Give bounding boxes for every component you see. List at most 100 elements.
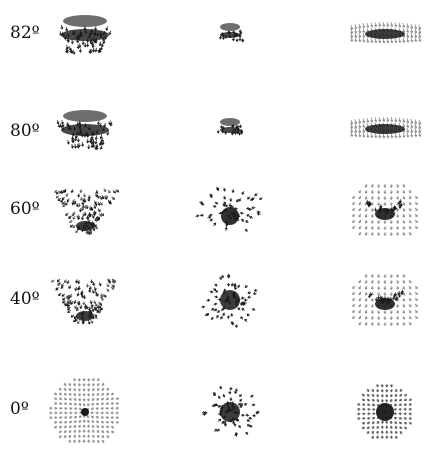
field-arrow — [377, 273, 381, 279]
field-arrow — [358, 303, 362, 308]
field-arrow — [369, 292, 373, 297]
field-arrow — [68, 411, 73, 415]
field-arrow — [87, 377, 91, 382]
field-arrow — [77, 392, 81, 397]
field-arrow — [59, 190, 63, 194]
field-arrow — [88, 48, 92, 54]
field-arrow — [82, 301, 86, 306]
field-arrow — [408, 407, 413, 411]
field-arrow — [48, 416, 53, 420]
field-arrow — [87, 392, 91, 397]
field-arrow — [92, 47, 96, 53]
field-arrow — [418, 127, 422, 134]
core — [76, 221, 94, 231]
field-arrow — [414, 32, 418, 39]
field-arrow — [83, 211, 87, 217]
field-arrow — [111, 284, 115, 288]
field-arrow — [66, 299, 70, 304]
field-arrow — [82, 294, 87, 300]
field-arrow — [78, 43, 82, 49]
field-arrow — [398, 412, 403, 416]
field-arrow — [376, 420, 380, 425]
field-arrow — [250, 198, 254, 201]
field-arrow — [88, 285, 92, 290]
field-arrow — [239, 31, 243, 35]
field-arrow — [402, 315, 406, 320]
field-arrow — [87, 144, 91, 150]
field-arrow — [58, 387, 62, 391]
field-arrow — [97, 439, 100, 444]
field-arrow — [396, 315, 400, 320]
field-arrow — [370, 225, 374, 230]
field-arrow — [235, 38, 239, 43]
field-arrow — [73, 411, 78, 415]
field-arrow — [414, 309, 418, 314]
field-arrow — [394, 425, 398, 430]
vector-field-panel — [356, 383, 413, 440]
field-arrow — [380, 383, 384, 388]
field-arrow — [403, 402, 408, 406]
field-arrow — [85, 305, 89, 310]
field-arrow — [352, 297, 356, 302]
field-arrow — [380, 388, 384, 393]
field-arrow — [358, 213, 362, 218]
field-arrow — [84, 204, 88, 210]
field-arrow — [414, 225, 418, 230]
field-arrow — [246, 214, 251, 218]
field-arrow — [103, 122, 107, 128]
field-arrow — [77, 387, 81, 392]
field-arrow — [364, 189, 368, 194]
vector-field-panel — [352, 273, 418, 327]
field-arrow — [75, 229, 79, 234]
vector-field-panel — [216, 118, 244, 136]
field-arrow — [76, 292, 80, 297]
field-arrow — [398, 199, 402, 204]
field-arrow — [58, 411, 63, 415]
field-arrow — [115, 397, 120, 400]
field-arrow — [68, 397, 72, 401]
field-arrow — [68, 406, 73, 410]
field-arrow — [108, 201, 112, 205]
field-arrow — [352, 213, 356, 218]
row-label: 82º — [10, 23, 40, 43]
field-arrow — [383, 280, 387, 285]
field-arrow — [100, 416, 105, 420]
field-arrow — [100, 420, 105, 424]
field-arrow — [410, 127, 414, 134]
field-arrow — [241, 218, 245, 223]
field-arrow — [77, 439, 81, 444]
field-arrow — [66, 280, 70, 285]
field-arrow — [399, 388, 403, 392]
field-arrow — [383, 292, 387, 297]
field-arrow — [389, 321, 393, 327]
field-arrow — [252, 292, 257, 296]
field-arrow — [358, 309, 362, 314]
field-arrow — [350, 123, 354, 130]
field-arrow — [209, 290, 214, 294]
field-arrow — [101, 425, 105, 429]
field-arrow — [362, 118, 366, 124]
field-arrow — [402, 303, 406, 308]
field-arrow — [80, 215, 85, 221]
field-arrow — [354, 119, 358, 125]
field-arrow — [408, 225, 412, 230]
field-arrow — [98, 301, 102, 306]
field-arrow — [92, 281, 96, 287]
field-arrow — [383, 190, 387, 195]
field-arrow — [396, 321, 400, 326]
field-arrow — [231, 37, 236, 42]
field-arrow — [105, 425, 110, 429]
field-arrow — [69, 219, 73, 223]
field-arrow — [212, 392, 216, 397]
field-arrow — [230, 282, 234, 287]
field-arrow — [239, 211, 244, 215]
field-arrow — [223, 423, 227, 427]
field-arrow — [99, 195, 103, 200]
field-arrow — [69, 293, 73, 298]
field-arrow — [90, 407, 95, 410]
core-cap — [63, 15, 107, 27]
field-arrow — [361, 412, 366, 416]
field-arrow — [222, 393, 226, 398]
field-arrow — [94, 315, 98, 319]
field-arrow — [82, 429, 86, 434]
